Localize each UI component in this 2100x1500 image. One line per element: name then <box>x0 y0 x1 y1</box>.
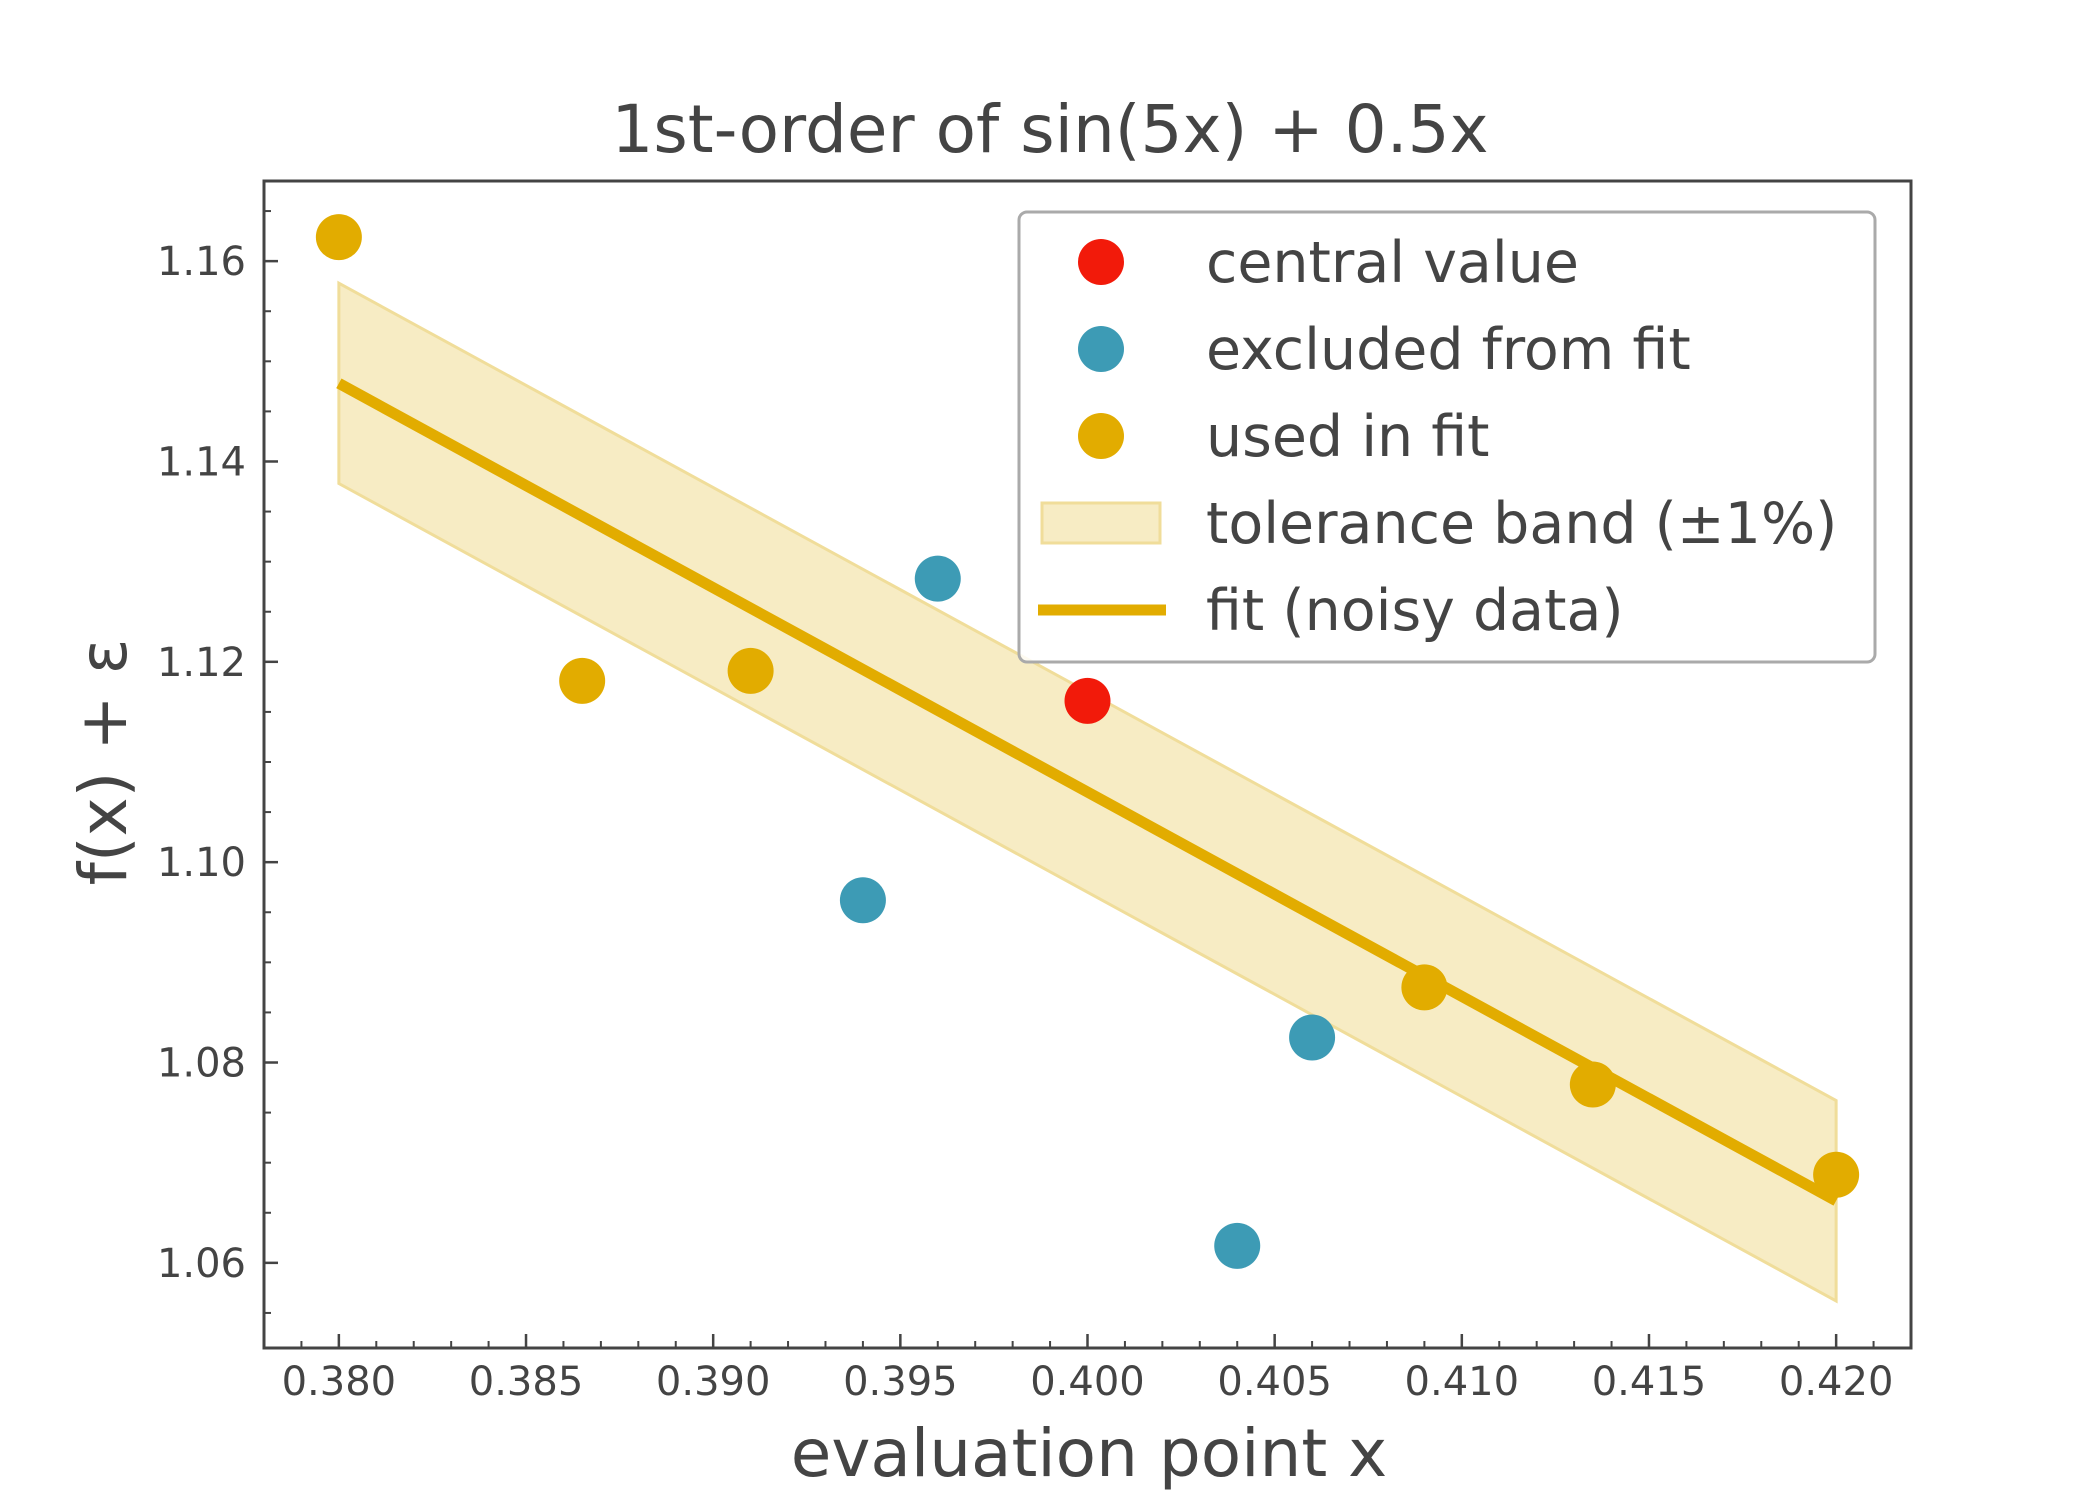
point-used-in-fit <box>315 214 362 261</box>
x-tick-label: 0.395 <box>843 1359 958 1405</box>
x-tick-label: 0.415 <box>1592 1359 1707 1405</box>
x-tick-label: 0.410 <box>1405 1359 1520 1405</box>
x-tick-label: 0.385 <box>469 1359 584 1405</box>
x-tick-label: 0.405 <box>1217 1359 1332 1405</box>
y-tick-label: 1.16 <box>157 239 246 285</box>
legend-marker <box>1078 326 1124 372</box>
legend-label: excluded from fit <box>1206 317 1691 383</box>
x-axis-label: evaluation point x <box>791 1415 1387 1492</box>
point-central-value <box>1064 677 1111 724</box>
point-excluded-from-fit <box>839 877 886 924</box>
x-tick-label: 0.390 <box>656 1359 771 1405</box>
y-axis-label: f(x) + ε <box>65 639 142 886</box>
legend-marker <box>1078 239 1124 285</box>
y-tick-label: 1.14 <box>157 439 246 485</box>
point-used-in-fit <box>1569 1061 1616 1108</box>
y-tick-label: 1.12 <box>157 640 246 686</box>
point-used-in-fit <box>1401 964 1448 1011</box>
point-used-in-fit <box>1813 1151 1860 1198</box>
x-tick-label: 0.380 <box>282 1359 397 1405</box>
x-tick-label: 0.420 <box>1779 1359 1894 1405</box>
legend: central value excluded from fit used in fi… <box>1017 210 1877 664</box>
legend-marker <box>1040 501 1162 545</box>
y-tick-label: 1.06 <box>157 1241 246 1287</box>
x-axis: 0.380 0.385 0.390 0.395 0.400 0.405 0.410 0.415… <box>263 1334 1912 1405</box>
point-excluded-from-fit <box>1214 1222 1261 1269</box>
point-excluded-from-fit <box>914 555 961 602</box>
plot-area <box>315 214 1860 1304</box>
point-used-in-fit <box>559 657 606 704</box>
point-used-in-fit <box>727 647 774 694</box>
legend-box <box>1017 210 1877 664</box>
point-excluded-from-fit <box>1289 1014 1336 1061</box>
chart-title: 1st-order of sin(5x) + 0.5x <box>611 91 1488 168</box>
legend-marker <box>1078 413 1124 459</box>
legend-label: tolerance band (±1%) <box>1206 491 1837 557</box>
y-tick-label: 1.10 <box>157 840 246 886</box>
y-axis: 1.06 1.08 1.10 1.12 1.14 1.16 <box>157 210 278 1314</box>
legend-label: central value <box>1206 230 1579 296</box>
legend-label: fit (noisy data) <box>1206 578 1624 644</box>
legend-label: used in fit <box>1206 404 1490 470</box>
y-tick-label: 1.08 <box>157 1041 246 1087</box>
x-tick-label: 0.400 <box>1030 1359 1145 1405</box>
